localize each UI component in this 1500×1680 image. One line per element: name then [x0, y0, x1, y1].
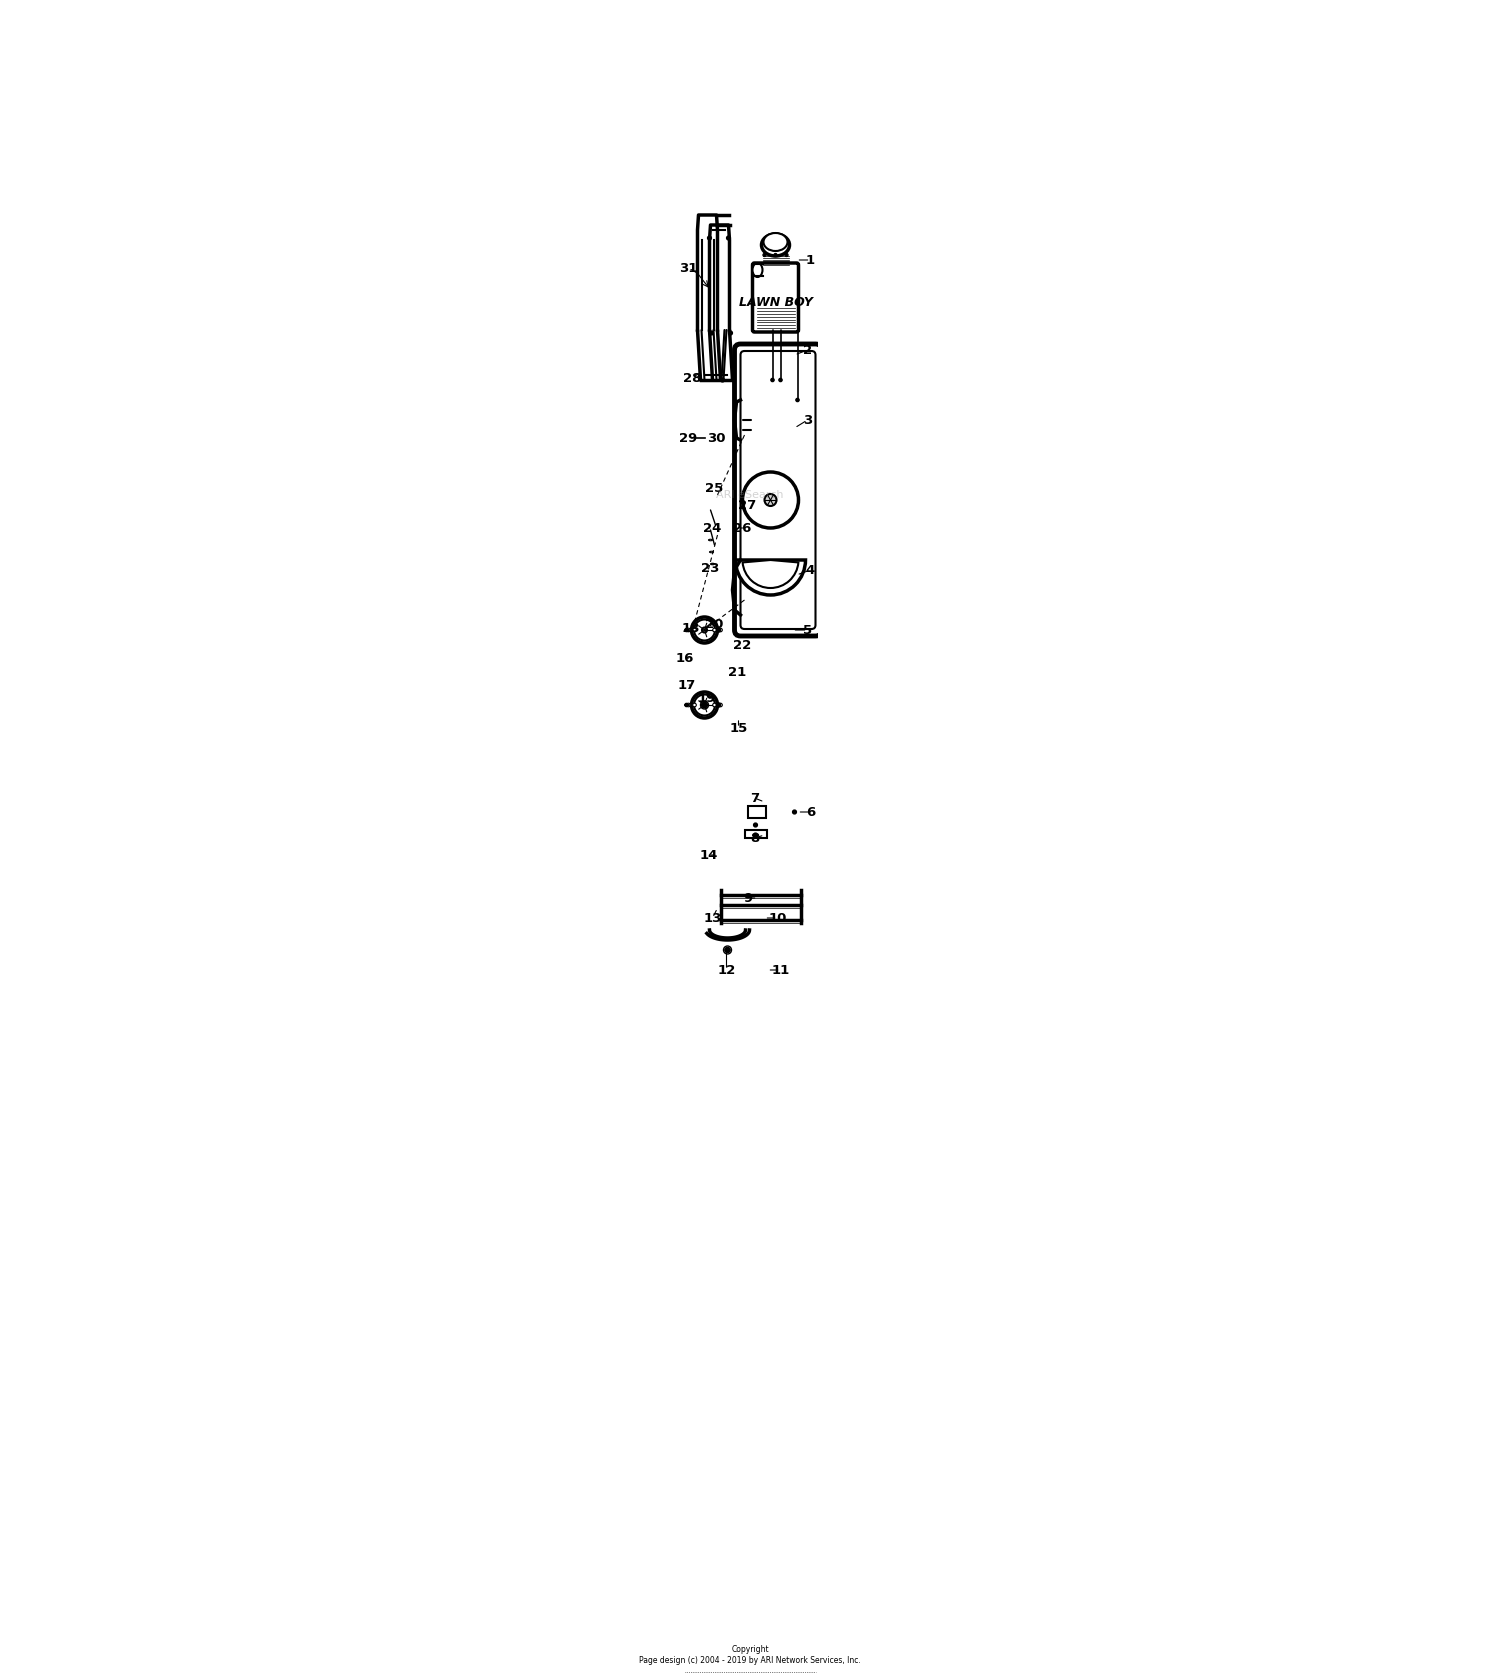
FancyBboxPatch shape — [735, 344, 822, 637]
Circle shape — [686, 628, 687, 632]
Ellipse shape — [753, 264, 762, 277]
Circle shape — [754, 833, 756, 837]
Text: 5: 5 — [802, 623, 812, 637]
Circle shape — [687, 628, 690, 632]
Text: 17: 17 — [678, 679, 696, 692]
Circle shape — [712, 628, 717, 632]
Text: 23: 23 — [702, 561, 720, 575]
Text: 8: 8 — [750, 832, 759, 845]
FancyBboxPatch shape — [741, 351, 816, 628]
Ellipse shape — [764, 234, 788, 250]
Circle shape — [765, 494, 777, 506]
Text: 6: 6 — [806, 805, 814, 818]
Circle shape — [717, 628, 720, 632]
Text: Copyright
Page design (c) 2004 - 2019 by ARI Network Services, Inc.: Copyright Page design (c) 2004 - 2019 by… — [639, 1645, 861, 1665]
Text: 24: 24 — [704, 521, 722, 534]
Circle shape — [742, 472, 798, 528]
Text: 20: 20 — [705, 618, 723, 632]
Ellipse shape — [762, 234, 789, 255]
Circle shape — [712, 704, 717, 707]
Circle shape — [693, 628, 696, 632]
Text: 29: 29 — [680, 432, 698, 445]
Circle shape — [796, 398, 798, 402]
Circle shape — [686, 704, 687, 706]
Text: 19: 19 — [698, 692, 715, 704]
Circle shape — [718, 704, 723, 707]
Text: 7: 7 — [750, 791, 759, 805]
Text: 12: 12 — [717, 964, 735, 976]
Text: LAWN BOY: LAWN BOY — [738, 296, 813, 309]
Text: 30: 30 — [708, 432, 726, 445]
Text: 15: 15 — [729, 721, 747, 734]
Circle shape — [702, 702, 706, 707]
Bar — [747, 806, 765, 818]
Text: 25: 25 — [705, 482, 723, 494]
Circle shape — [771, 380, 774, 381]
Circle shape — [694, 694, 715, 716]
Text: 14: 14 — [699, 848, 717, 862]
Circle shape — [728, 237, 729, 239]
Circle shape — [687, 704, 690, 707]
Text: 18: 18 — [681, 622, 699, 635]
Text: 21: 21 — [729, 665, 747, 679]
Circle shape — [694, 620, 715, 640]
Text: 10: 10 — [768, 912, 786, 924]
Circle shape — [780, 380, 782, 381]
Text: 11: 11 — [771, 964, 789, 976]
Circle shape — [724, 948, 730, 953]
Circle shape — [692, 617, 717, 643]
Text: 13: 13 — [704, 912, 722, 924]
Text: ARI eSearch: ARI eSearch — [717, 491, 783, 501]
Circle shape — [693, 704, 696, 707]
Text: 28: 28 — [684, 371, 702, 385]
Circle shape — [708, 237, 711, 239]
Circle shape — [692, 692, 717, 717]
Text: 31: 31 — [680, 262, 698, 274]
Circle shape — [754, 823, 756, 827]
Text: 3: 3 — [802, 413, 812, 427]
Circle shape — [711, 333, 712, 334]
Circle shape — [718, 628, 723, 632]
Text: 2: 2 — [802, 343, 812, 356]
Text: 22: 22 — [734, 638, 752, 652]
Text: 16: 16 — [675, 652, 693, 665]
Text: 9: 9 — [742, 892, 752, 904]
Circle shape — [702, 702, 706, 707]
Wedge shape — [742, 559, 798, 588]
Bar — [744, 830, 766, 838]
Text: 1: 1 — [806, 254, 814, 267]
Circle shape — [722, 378, 723, 381]
Text: 27: 27 — [738, 499, 756, 511]
Circle shape — [729, 333, 732, 334]
Circle shape — [717, 704, 720, 706]
Circle shape — [702, 628, 706, 632]
Text: 26: 26 — [734, 521, 752, 534]
FancyBboxPatch shape — [753, 264, 798, 333]
Circle shape — [794, 811, 795, 813]
Text: 4: 4 — [806, 563, 814, 576]
Circle shape — [726, 949, 729, 951]
Wedge shape — [735, 559, 806, 595]
